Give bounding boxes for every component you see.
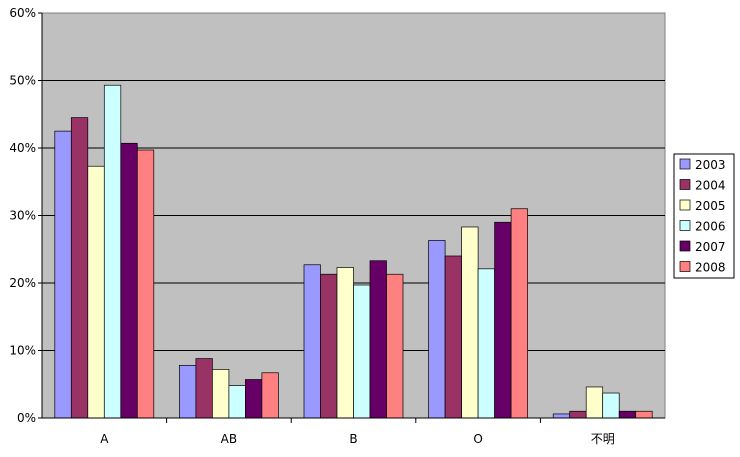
legend-label: 2008 [695, 261, 726, 275]
bar-2004-0 [70, 117, 89, 419]
bar-2006-4 [602, 392, 620, 419]
bar-2008-4 [635, 410, 653, 419]
x-tick-label: A [100, 432, 109, 446]
bar-2003-2 [303, 264, 321, 419]
bar-2005-2 [336, 267, 354, 419]
x-axis-ticks: A AB B O 不明 [100, 418, 615, 446]
bar-2006-1 [228, 385, 246, 419]
y-tick-label: 20% [9, 276, 36, 290]
bar-2004-1 [195, 358, 213, 419]
bar-2004-3 [444, 255, 462, 419]
legend-swatch [679, 179, 691, 190]
bar-2007-4 [618, 410, 637, 419]
x-tick-label: 不明 [591, 432, 615, 446]
legend-label: 2006 [695, 220, 726, 234]
bar-2003-1 [179, 365, 197, 419]
legend-swatch [679, 158, 691, 170]
y-tick-label: 0% [17, 411, 36, 425]
legend-swatch [679, 199, 691, 211]
legend-swatch [679, 261, 691, 272]
bar-2003-4 [552, 413, 571, 419]
legend-swatch [679, 240, 691, 252]
bar-2006-0 [103, 84, 122, 419]
bar-2007-2 [369, 260, 387, 419]
x-tick-label: O [473, 432, 482, 446]
legend-label: 2003 [695, 158, 726, 172]
bar-2005-1 [212, 369, 230, 419]
y-tick-label: 10% [9, 344, 36, 358]
bar-2003-0 [54, 130, 72, 419]
x-tick-label: B [349, 432, 357, 446]
legend-label: 2007 [695, 240, 726, 254]
y-tick-label: 30% [9, 209, 36, 223]
bars [54, 84, 653, 419]
y-tick-label: 60% [9, 6, 36, 20]
bar-2003-3 [428, 240, 446, 419]
y-tick-label: 50% [9, 74, 36, 88]
bar-2008-3 [510, 208, 528, 419]
bar-2007-1 [245, 379, 263, 419]
legend-swatch [679, 220, 691, 231]
x-tick-label: AB [221, 432, 237, 446]
bar-2008-1 [261, 372, 279, 419]
legend: 2003 2004 2005 2006 2007 2008 [673, 153, 735, 279]
bar-2007-3 [494, 221, 512, 419]
legend-label: 2005 [695, 199, 726, 213]
legend-box [673, 153, 735, 279]
y-axis-ticks: 0% 10% 20% 30% 40% 50% 60% [9, 6, 42, 425]
y-tick-label: 40% [9, 141, 36, 155]
bar-2004-4 [569, 410, 587, 419]
bar-2008-2 [386, 273, 404, 419]
bar-2008-0 [136, 149, 155, 419]
bar-2005-3 [461, 226, 479, 419]
legend-label: 2004 [695, 179, 726, 193]
bar-2005-4 [585, 386, 604, 419]
bar-2007-0 [120, 142, 138, 419]
bar-2006-3 [477, 268, 495, 419]
bar-2004-2 [320, 273, 338, 419]
bar-2005-0 [87, 165, 105, 419]
bar-2006-2 [353, 284, 371, 419]
